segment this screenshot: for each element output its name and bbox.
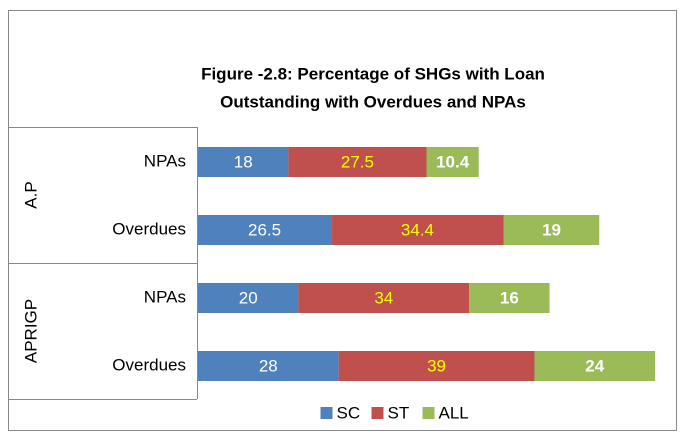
bar-segment xyxy=(331,215,504,245)
bar-segment xyxy=(469,283,550,313)
value-label: 26.5 xyxy=(248,220,281,239)
chart-title: Outstanding with Overdues and NPAs xyxy=(220,92,526,111)
value-label: 39 xyxy=(427,356,446,375)
bar-segment xyxy=(338,351,535,381)
category-label: NPAs xyxy=(144,151,186,170)
legend-swatch xyxy=(422,407,435,419)
bar-segment xyxy=(426,147,479,177)
bar-segment xyxy=(298,283,470,313)
value-label: 27.5 xyxy=(341,152,374,171)
group-label: A.P xyxy=(21,181,40,208)
value-label: 20 xyxy=(239,288,258,307)
legend-swatch xyxy=(371,407,384,419)
value-label: 34.4 xyxy=(401,220,434,239)
value-label: 28 xyxy=(259,356,278,375)
chart-title: Figure -2.8: Percentage of SHGs with Loa… xyxy=(201,64,545,83)
value-label: 18 xyxy=(234,152,253,171)
group-label: APRIGP xyxy=(21,299,40,363)
bar-segment xyxy=(534,351,655,381)
value-label: 19 xyxy=(542,220,561,239)
value-label: 24 xyxy=(585,356,604,375)
category-label: Overdues xyxy=(112,219,186,238)
legend-label: SC xyxy=(337,403,361,422)
bar-segment xyxy=(198,215,332,245)
bar-segment xyxy=(503,215,600,245)
category-label: Overdues xyxy=(112,355,186,374)
legend-swatch xyxy=(320,407,333,419)
bar-segment xyxy=(198,283,299,313)
value-label: 10.4 xyxy=(436,152,470,171)
legend-label: ST xyxy=(388,403,410,422)
legend-label: ALL xyxy=(439,403,469,422)
bar-segment xyxy=(288,147,427,177)
bar-segment xyxy=(198,351,339,381)
category-label: NPAs xyxy=(144,287,186,306)
value-label: 16 xyxy=(500,288,519,307)
value-label: 34 xyxy=(374,288,393,307)
bar-segment xyxy=(198,147,289,177)
